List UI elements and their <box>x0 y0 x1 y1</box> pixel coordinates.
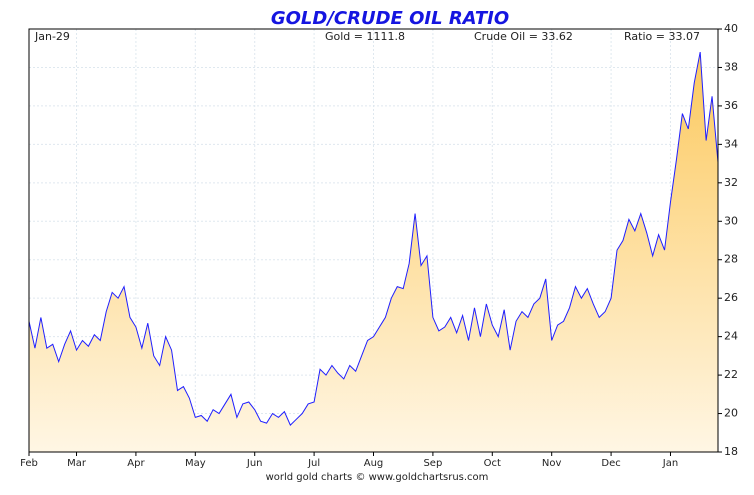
y-tick-label: 22 <box>724 368 738 381</box>
y-tick-label: 32 <box>724 176 738 189</box>
y-tick-label: 26 <box>724 291 738 304</box>
x-tick-label: Jun <box>246 458 263 469</box>
y-tick-label: 28 <box>724 253 738 266</box>
plot-frame <box>28 28 719 453</box>
x-tick-label: Oct <box>484 458 501 469</box>
area <box>29 52 718 453</box>
chart-title: GOLD/CRUDE OIL RATIO <box>271 8 509 29</box>
x-tick-label: Feb <box>20 458 38 469</box>
y-tick-label: 38 <box>724 60 738 73</box>
footer: world gold charts © www.goldchartsrus.co… <box>266 472 489 483</box>
y-tick-label: 30 <box>724 214 738 227</box>
x-tick-label: Apr <box>127 458 145 469</box>
x-tick-label: Jan <box>662 458 678 469</box>
x-tick-label: Sep <box>423 458 442 469</box>
header-label: Gold = 1111.8 <box>325 30 405 43</box>
y-tick-label: 18 <box>724 445 738 458</box>
y-tick-label: 20 <box>724 407 738 420</box>
line <box>28 51 719 426</box>
y-tick-label: 36 <box>724 99 738 112</box>
header-label: Jan-29 <box>34 30 70 43</box>
x-tick-label: Mar <box>67 458 87 469</box>
x-tick-label: Nov <box>542 458 562 469</box>
header-label: Ratio = 33.07 <box>624 30 700 43</box>
y-tick-label: 40 <box>724 22 738 35</box>
x-tick-label: May <box>185 458 206 469</box>
x-tick-label: Aug <box>364 458 384 469</box>
header-label: Crude Oil = 33.62 <box>474 30 573 43</box>
x-tick-label: Jul <box>307 458 320 469</box>
x-tick-label: Dec <box>601 458 620 469</box>
y-tick-label: 34 <box>724 137 738 150</box>
y-tick-label: 24 <box>724 330 738 343</box>
